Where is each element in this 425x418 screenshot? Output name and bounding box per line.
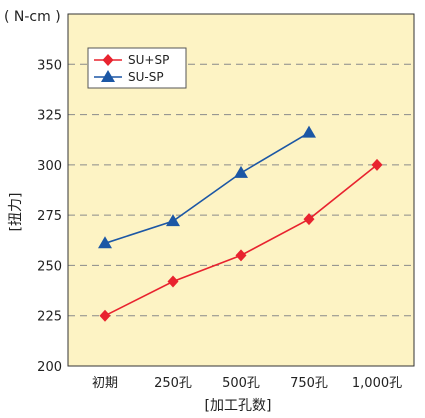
legend-item: SU+SP [94, 53, 169, 67]
y-tick-label: 325 [37, 109, 62, 124]
series-su-sp [99, 158, 383, 322]
legend-label: SU-SP [128, 70, 164, 84]
legend-marker [102, 54, 114, 66]
grid-lines [68, 63, 414, 317]
x-tick-label: 500孔 [222, 376, 260, 391]
plot-frame [67, 13, 415, 367]
legend-label: SU+SP [128, 53, 169, 67]
series-line [104, 131, 310, 245]
y-tick-label: 300 [37, 159, 62, 174]
x-tick-label: 750孔 [290, 376, 328, 391]
data-point [98, 236, 112, 249]
data-point [234, 165, 248, 178]
legend-marker [101, 70, 115, 82]
data-point [99, 309, 111, 322]
y-tick-label: 275 [37, 209, 62, 224]
x-tick-labels: 初期 250孔 500孔 750孔 1,000孔 [92, 376, 402, 391]
series-su-sp [98, 125, 316, 249]
legend-item: SU-SP [94, 70, 164, 84]
data-point [167, 275, 179, 288]
y-tick-label: 350 [37, 58, 62, 73]
y-tick-label: 250 [37, 259, 62, 274]
x-tick-label: 初期 [92, 376, 118, 391]
legend-box [87, 47, 187, 89]
legend: SU+SP SU-SP [87, 47, 187, 89]
data-point [166, 214, 180, 227]
data-point [371, 158, 383, 171]
y-tick-label: 200 [37, 360, 62, 375]
x-tick-label: 1,000孔 [352, 376, 402, 391]
data-point [302, 125, 316, 138]
y-tick-labels: 200 225 250 275 300 325 350 [37, 58, 62, 375]
unit-label: ( N-cm ) [4, 9, 61, 25]
x-axis-title: [加工孔数] [205, 398, 272, 414]
x-tick-label: 250孔 [154, 376, 192, 391]
data-point [235, 249, 247, 262]
data-point [303, 213, 315, 226]
y-axis-title: [扭力] [8, 193, 24, 232]
y-tick-label: 225 [37, 310, 62, 325]
series-layer [98, 125, 383, 322]
